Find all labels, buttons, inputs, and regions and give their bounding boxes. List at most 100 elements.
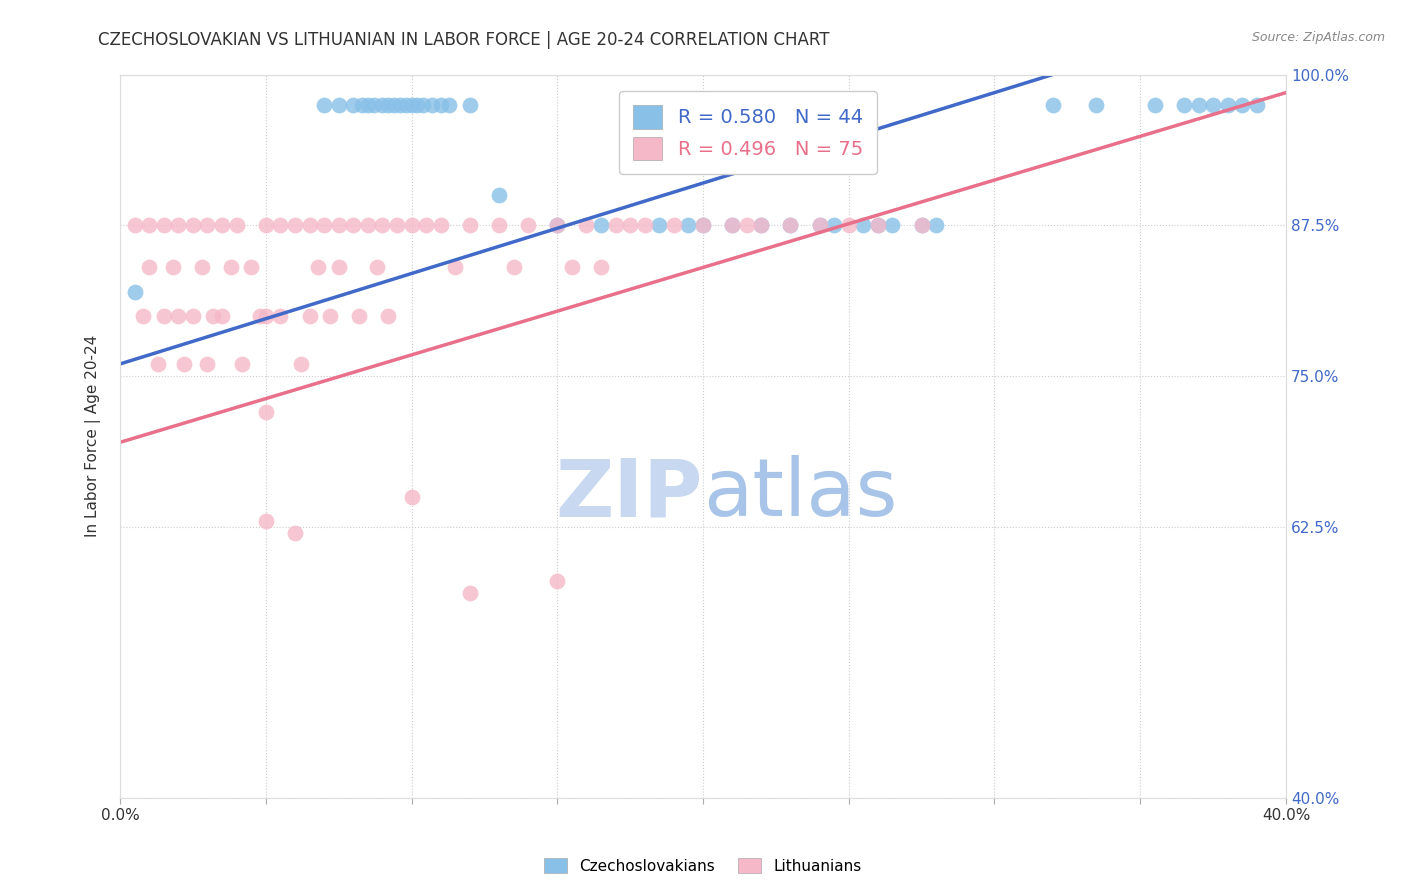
Point [401,219,423,233]
Point [866,219,889,233]
Text: CZECHOSLOVAKIAN VS LITHUANIAN IN LABOR FORCE | AGE 20-24 CORRELATION CHART: CZECHOSLOVAKIAN VS LITHUANIAN IN LABOR F… [98,31,830,49]
Point [1173,97,1195,112]
Point [307,260,329,275]
Point [181,309,204,323]
Point [162,260,184,275]
Point [211,219,233,233]
Point [269,309,291,323]
Point [749,219,772,233]
Point [517,219,540,233]
Legend: R = 0.580   N = 44, R = 0.496   N = 75: R = 0.580 N = 44, R = 0.496 N = 75 [620,92,877,174]
Point [546,219,568,233]
Point [385,219,408,233]
Point [1042,97,1064,112]
Y-axis label: In Labor Force | Age 20-24: In Labor Force | Age 20-24 [86,335,101,537]
Point [350,97,373,112]
Point [290,357,312,371]
Point [1085,97,1108,112]
Point [808,219,831,233]
Point [388,97,411,112]
Point [429,219,451,233]
Point [328,219,350,233]
Point [589,260,612,275]
Point [371,219,394,233]
Point [328,97,350,112]
Point [678,219,700,233]
Point [838,219,860,233]
Point [152,309,174,323]
Point [254,514,277,528]
Point [439,97,461,112]
Point [284,219,307,233]
Point [197,357,219,371]
Point [808,219,831,233]
Point [502,260,524,275]
Point [648,219,671,233]
Point [575,219,598,233]
Point [319,309,342,323]
Point [347,309,370,323]
Point [634,219,657,233]
Point [395,97,418,112]
Point [211,309,233,323]
Point [249,309,271,323]
Point [377,97,399,112]
Point [910,219,932,233]
Point [458,219,481,233]
Point [366,260,388,275]
Point [363,97,385,112]
Point [342,97,364,112]
Point [167,219,190,233]
Point [1246,97,1268,112]
Point [692,219,714,233]
Point [1232,97,1254,112]
Point [852,219,875,233]
Point [254,405,277,419]
Point [749,219,772,233]
Text: Source: ZipAtlas.com: Source: ZipAtlas.com [1251,31,1385,45]
Point [779,219,801,233]
Point [342,219,364,233]
Point [662,219,685,233]
Point [444,260,467,275]
Point [458,97,481,112]
Point [382,97,405,112]
Point [429,97,451,112]
Point [412,97,434,112]
Point [357,97,380,112]
Point [173,357,195,371]
Point [605,219,627,233]
Point [420,97,443,112]
Point [167,309,190,323]
Point [138,260,160,275]
Point [589,219,612,233]
Point [866,219,889,233]
Point [219,260,242,275]
Point [1202,97,1225,112]
Point [377,309,399,323]
Point [1143,97,1166,112]
Point [401,97,423,112]
Point [721,219,744,233]
Point [181,219,204,233]
Point [458,586,481,600]
Point [925,219,948,233]
Point [314,219,336,233]
Point [124,219,146,233]
Point [328,260,350,275]
Point [415,219,437,233]
Point [1216,97,1239,112]
Point [823,219,845,233]
Point [546,219,568,233]
Point [488,188,510,202]
Point [488,219,510,233]
Point [231,357,253,371]
Point [357,219,380,233]
Text: atlas: atlas [703,455,897,533]
Point [225,219,247,233]
Point [254,309,277,323]
Point [298,309,321,323]
Point [152,219,174,233]
Point [371,97,394,112]
Point [1187,97,1209,112]
